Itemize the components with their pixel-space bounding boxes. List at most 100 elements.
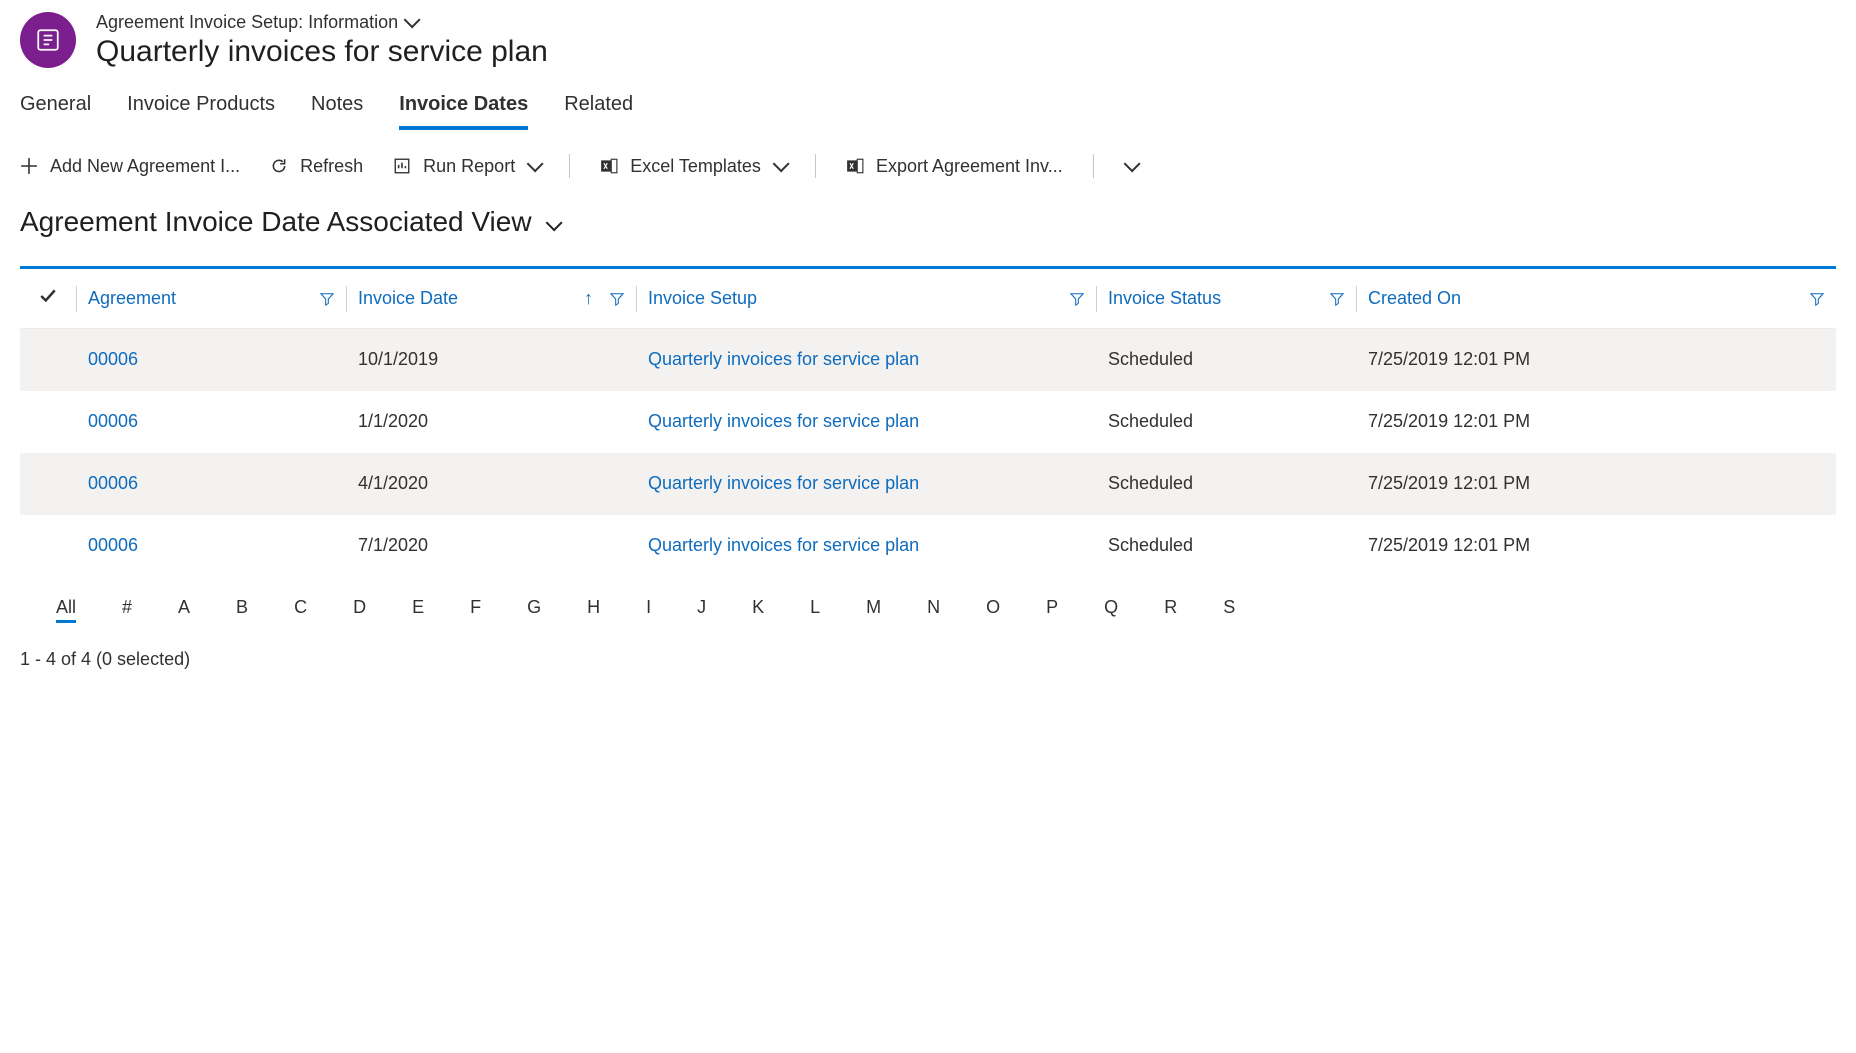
cell-invoice-date: 10/1/2019 xyxy=(346,329,636,391)
tab-notes[interactable]: Notes xyxy=(311,93,363,130)
command-bar: Add New Agreement I... Refresh Run Repor… xyxy=(0,130,1856,198)
breadcrumb[interactable]: Agreement Invoice Setup: Information xyxy=(96,12,548,33)
alpha-filter-item[interactable]: L xyxy=(810,597,820,623)
alpha-filter-item[interactable]: M xyxy=(866,597,881,623)
alpha-filter-item[interactable]: G xyxy=(527,597,541,623)
alpha-filter-item[interactable]: F xyxy=(470,597,481,623)
run-report-label: Run Report xyxy=(423,156,515,177)
filter-icon xyxy=(1810,292,1824,306)
row-checkbox[interactable] xyxy=(20,391,76,453)
col-label: Invoice Date xyxy=(358,288,458,309)
filter-icon xyxy=(320,292,334,306)
alpha-filter-item[interactable]: Q xyxy=(1104,597,1118,623)
tab-invoice-dates[interactable]: Invoice Dates xyxy=(399,93,528,130)
alpha-filter-item[interactable]: A xyxy=(178,597,190,623)
cell-invoice-status: Scheduled xyxy=(1096,329,1356,391)
invoice-setup-link[interactable]: Quarterly invoices for service plan xyxy=(648,349,919,369)
view-title: Agreement Invoice Date Associated View xyxy=(20,206,532,238)
alpha-filter-item[interactable]: C xyxy=(294,597,307,623)
checkmark-icon xyxy=(39,287,57,305)
agreement-link[interactable]: 00006 xyxy=(88,411,138,431)
cell-agreement[interactable]: 00006 xyxy=(76,515,346,577)
chevron-down-icon xyxy=(404,12,416,33)
cell-invoice-setup[interactable]: Quarterly invoices for service plan xyxy=(636,329,1096,391)
col-header-created-on[interactable]: Created On xyxy=(1356,269,1836,329)
row-checkbox[interactable] xyxy=(20,453,76,515)
alpha-filter-item[interactable]: I xyxy=(646,597,651,623)
col-label: Invoice Setup xyxy=(648,288,757,309)
invoice-setup-link[interactable]: Quarterly invoices for service plan xyxy=(648,535,919,555)
col-header-invoice-setup[interactable]: Invoice Setup xyxy=(636,269,1096,329)
filter-icon xyxy=(1330,292,1344,306)
cell-invoice-setup[interactable]: Quarterly invoices for service plan xyxy=(636,515,1096,577)
cell-created-on: 7/25/2019 12:01 PM xyxy=(1356,453,1836,515)
export-label: Export Agreement Inv... xyxy=(876,156,1063,177)
chevron-down-icon xyxy=(773,156,785,177)
add-new-button[interactable]: Add New Agreement I... xyxy=(20,156,240,177)
export-button[interactable]: Export Agreement Inv... xyxy=(846,156,1063,177)
table-row[interactable]: 00006 4/1/2020 Quarterly invoices for serv… xyxy=(20,453,1836,515)
data-grid: Agreement Invoice Date ↑ xyxy=(20,266,1836,629)
alpha-filter-item[interactable]: E xyxy=(412,597,424,623)
table-row[interactable]: 00006 10/1/2019 Quarterly invoices for ser… xyxy=(20,329,1836,391)
select-all-header[interactable] xyxy=(20,269,76,329)
cell-agreement[interactable]: 00006 xyxy=(76,329,346,391)
alpha-filter-item[interactable]: D xyxy=(353,597,366,623)
sort-asc-icon: ↑ xyxy=(584,288,593,309)
alpha-filter-item[interactable]: # xyxy=(122,597,132,623)
cell-created-on: 7/25/2019 12:01 PM xyxy=(1356,515,1836,577)
cell-invoice-status: Scheduled xyxy=(1096,515,1356,577)
view-selector[interactable]: Agreement Invoice Date Associated View xyxy=(0,198,1856,266)
run-report-button[interactable]: Run Report xyxy=(393,156,539,177)
table-row[interactable]: 000061/1/2020Quarterly invoices for serv… xyxy=(20,391,1836,453)
alpha-filter-bar: All # A B C D E F G H I J K L M N O P Q R S xyxy=(20,577,1836,629)
alpha-filter-item[interactable]: J xyxy=(697,597,706,623)
alpha-filter-item[interactable]: N xyxy=(927,597,940,623)
tab-invoice-products[interactable]: Invoice Products xyxy=(127,93,275,130)
report-icon xyxy=(393,157,411,175)
command-divider xyxy=(1093,154,1094,178)
table-row[interactable]: 000067/1/2020Quarterly invoices for serv… xyxy=(20,515,1836,577)
tab-related[interactable]: Related xyxy=(564,93,633,130)
excel-templates-label: Excel Templates xyxy=(630,156,761,177)
col-header-invoice-status[interactable]: Invoice Status xyxy=(1096,269,1356,329)
alpha-filter-item[interactable]: All xyxy=(56,597,76,623)
agreement-link[interactable]: 00006 xyxy=(88,535,138,555)
alpha-filter-item[interactable]: K xyxy=(752,597,764,623)
more-commands-button[interactable] xyxy=(1124,156,1136,177)
excel-templates-button[interactable]: Excel Templates xyxy=(600,156,785,177)
plus-icon xyxy=(20,157,38,175)
cell-agreement[interactable]: 00006 xyxy=(76,453,346,515)
agreement-link[interactable]: 00006 xyxy=(88,473,138,493)
col-label: Created On xyxy=(1368,288,1461,309)
alpha-filter-item[interactable]: H xyxy=(587,597,600,623)
cell-invoice-setup[interactable]: Quarterly invoices for service plan xyxy=(636,391,1096,453)
alpha-filter-item[interactable]: R xyxy=(1164,597,1177,623)
cell-invoice-setup[interactable]: Quarterly invoices for service plan xyxy=(636,453,1096,515)
cell-invoice-date: 4/1/2020 xyxy=(346,453,636,515)
alpha-filter-item[interactable]: O xyxy=(986,597,1000,623)
alpha-filter-item[interactable]: B xyxy=(236,597,248,623)
invoice-setup-link[interactable]: Quarterly invoices for service plan xyxy=(648,411,919,431)
row-checkbox[interactable] xyxy=(20,329,76,391)
chevron-down-icon xyxy=(546,206,558,238)
cell-invoice-status: Scheduled xyxy=(1096,391,1356,453)
col-header-invoice-date[interactable]: Invoice Date ↑ xyxy=(346,269,636,329)
cell-agreement[interactable]: 00006 xyxy=(76,391,346,453)
alpha-filter-item[interactable]: S xyxy=(1223,597,1235,623)
row-checkbox[interactable] xyxy=(20,515,76,577)
col-header-agreement[interactable]: Agreement xyxy=(76,269,346,329)
tab-general[interactable]: General xyxy=(20,93,91,130)
chevron-down-icon xyxy=(1124,156,1136,177)
invoice-setup-link[interactable]: Quarterly invoices for service plan xyxy=(648,473,919,493)
excel-icon xyxy=(846,157,864,175)
form-tabs: General Invoice Products Notes Invoice D… xyxy=(0,93,1856,130)
excel-icon xyxy=(600,157,618,175)
alpha-filter-item[interactable]: P xyxy=(1046,597,1058,623)
refresh-button[interactable]: Refresh xyxy=(270,156,363,177)
filter-icon xyxy=(1070,292,1084,306)
breadcrumb-label: Agreement Invoice Setup: Information xyxy=(96,12,398,33)
agreement-link[interactable]: 00006 xyxy=(88,349,138,369)
page-header: Agreement Invoice Setup: Information Qua… xyxy=(0,0,1856,93)
grid-header-row: Agreement Invoice Date ↑ xyxy=(20,269,1836,329)
